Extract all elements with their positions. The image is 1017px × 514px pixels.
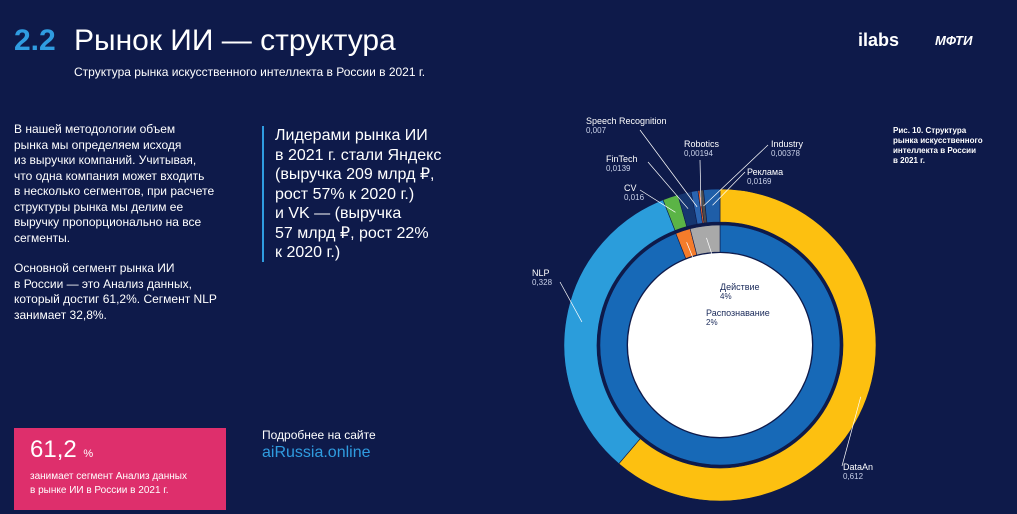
leader-line: [706, 237, 723, 286]
caption-line: интеллекта в России: [893, 146, 977, 155]
label-name: Speech Recognition: [586, 116, 667, 126]
link[interactable]: aiRussia.online: [262, 444, 371, 461]
donut-segment: [618, 188, 877, 502]
text-line: из выручки компаний. Учитывая,: [14, 153, 197, 167]
paragraph: В нашей методологии объем рынка мы опреде…: [14, 122, 217, 246]
subtitle: Структура рынка искусственного интеллект…: [74, 65, 426, 79]
leader-line: [841, 396, 862, 467]
label-name: CV: [624, 183, 637, 193]
quote-line: и VK — (выручка: [275, 205, 402, 222]
label-value: 2%: [706, 318, 718, 327]
text-line: который достиг 61,2%. Сегмент NLP: [14, 292, 217, 306]
donut-hole: [628, 253, 812, 437]
quote-line: к 2020 г.): [275, 244, 341, 261]
label-value: 0,328: [532, 278, 553, 287]
quote-line: рост 57% к 2020 г.): [275, 185, 415, 203]
donut-segment: [599, 224, 841, 466]
label-value: 94%: [712, 380, 729, 389]
leader-line: [699, 159, 702, 207]
text-line: выручку пропорционально на все: [14, 215, 202, 229]
text-line: сегменты.: [14, 230, 71, 245]
quote-bar: [262, 126, 264, 262]
label-value: 0,007: [586, 126, 607, 135]
label-value: 0,00378: [771, 149, 800, 158]
caption-line: Рис. 10. Структура: [893, 126, 967, 135]
quote-line: в 2021 г. стали Яндекс: [275, 146, 442, 164]
title: Рынок ИИ — структура: [74, 24, 396, 57]
leader-line: [559, 281, 583, 323]
caption-line: рынка искусственного: [893, 136, 983, 145]
value: 61,2: [30, 436, 77, 463]
label-name: Распознавание: [706, 308, 770, 318]
label-value: 0,0169: [747, 177, 772, 186]
highlight-text: занимает сегмент Анализ данных в рынке ИИ…: [30, 470, 187, 498]
text-line: В нашей методологии объем: [14, 122, 176, 136]
label-name: Действие: [720, 282, 760, 292]
data-label: Реклама 0,0169: [747, 167, 783, 187]
label-value: 0,00194: [684, 149, 713, 158]
label-name: DataAn: [843, 462, 874, 472]
caption-line: в 2021 г.: [893, 156, 925, 165]
highlight-value: 61,2 %: [30, 436, 93, 464]
text-line: занимает сегмент Анализ данных: [30, 471, 187, 482]
leader-line: [639, 189, 676, 213]
section-number: 2.2: [14, 24, 56, 57]
leader-line: [647, 161, 689, 209]
quote-line: Лидерами рынка ИИ: [275, 127, 428, 144]
label-name: Реклама: [747, 167, 784, 177]
donut-segment: [689, 224, 721, 256]
text-line: Основной сегмент рынка ИИ: [14, 261, 175, 275]
text-line: в России — это Анализ данных,: [14, 276, 192, 291]
leader-line: [703, 144, 769, 207]
data-label: Industry 0,00378: [771, 139, 803, 159]
label-name: Robotics: [684, 139, 720, 149]
donut-segment: [703, 188, 721, 224]
label-value: 0,016: [624, 193, 645, 202]
leader-line: [686, 242, 715, 311]
quote-line: 57 млрд ₽, рост 22%: [275, 224, 429, 242]
data-label: Распознавание 2%: [706, 308, 770, 328]
label-value: 4%: [720, 292, 732, 301]
text-line: занимает 32,8%.: [14, 307, 107, 322]
data-label: DataAn 0,612: [843, 462, 873, 482]
data-label: Анализ 94%: [712, 370, 742, 390]
text-line: рынка мы определяем исходя: [14, 137, 182, 152]
left-text: В нашей методологии объем рынка мы опреде…: [14, 122, 217, 323]
quote: Лидерами рынка ИИ в 2021 г. стали Яндекс (…: [275, 126, 441, 263]
quote-line: (выручка 209 млрд ₽,: [275, 166, 435, 183]
text-line: в рынке ИИ в России в 2021 г.: [30, 485, 169, 496]
text-line: структуры рынка мы делим ее: [14, 199, 184, 214]
link-label: Подробнее на сайте: [262, 428, 376, 442]
highlight-box: 61,2 % занимает сегмент Анализ данных в р…: [14, 428, 226, 510]
data-label: Robotics 0,00194: [684, 139, 719, 159]
leader-line: [639, 129, 698, 208]
logo: ilabs: [858, 30, 900, 50]
caption: Рис. 10. Структура рынка искусственного ин…: [893, 126, 983, 166]
label-name: NLP: [532, 268, 550, 278]
data-label: Действие 4%: [720, 282, 760, 302]
leader-line: [712, 171, 746, 206]
label-value: 0,612: [843, 472, 864, 481]
logo: МФТИ: [935, 33, 973, 48]
label-name: Industry: [771, 139, 804, 149]
data-label: Speech Recognition 0,007: [586, 116, 667, 136]
data-label: CV 0,016: [624, 183, 644, 203]
label-value: 0,0139: [606, 164, 631, 173]
text-line: что одна компания может входить: [14, 168, 205, 183]
label-name: FinTech: [606, 154, 638, 164]
data-label: NLP 0,328: [532, 268, 552, 288]
text-line: в несколько сегментов, при расчете: [14, 184, 215, 198]
label-name: Анализ: [712, 370, 743, 380]
paragraph: Основной сегмент рынка ИИ в России — это …: [14, 261, 217, 323]
data-label: FinTech 0,0139: [606, 154, 638, 174]
unit: %: [83, 448, 94, 460]
